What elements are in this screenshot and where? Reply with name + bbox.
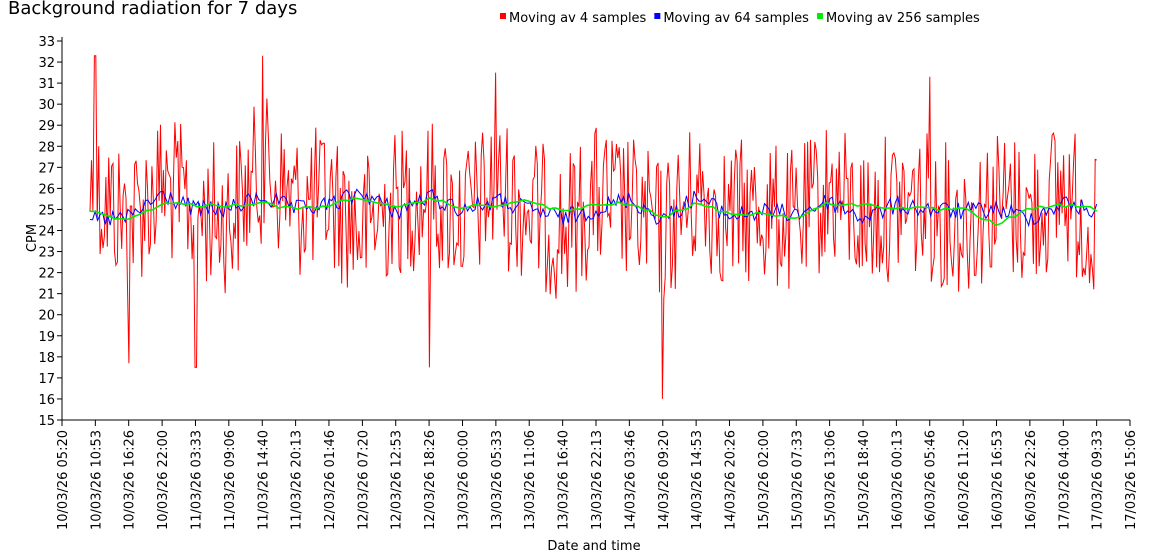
x-tick-label: 15/03/26 07:33 <box>790 430 805 530</box>
y-tick-label: 28 <box>38 140 55 155</box>
x-tick-label: 15/03/26 13:06 <box>824 430 839 530</box>
y-tick-label: 27 <box>38 161 55 176</box>
y-tick-label: 29 <box>38 119 55 134</box>
series-layer <box>89 55 1098 399</box>
series-line-1 <box>89 55 1097 399</box>
x-tick-label: 13/03/26 22:13 <box>590 430 605 530</box>
y-tick-label: 26 <box>38 182 55 197</box>
y-tick-label: 18 <box>38 351 55 366</box>
x-tick-label: 17/03/26 15:06 <box>1124 430 1139 530</box>
y-tick-label: 20 <box>38 309 55 324</box>
x-tick-label: 10/03/26 10:53 <box>89 430 104 530</box>
x-tick-label: 12/03/26 12:53 <box>390 430 405 530</box>
y-tick-label: 22 <box>38 267 55 282</box>
x-tick-label: 11/03/26 20:13 <box>290 430 305 530</box>
y-tick-label: 32 <box>38 56 55 71</box>
y-tick-label: 24 <box>38 225 55 240</box>
y-tick-label: 33 <box>38 35 55 50</box>
x-tick-label: 11/03/26 09:06 <box>223 430 238 530</box>
legend: Moving av 4 samples Moving av 64 samples M… <box>500 11 980 26</box>
x-tick-label: 16/03/26 11:20 <box>957 430 972 530</box>
series-line-3 <box>89 196 1098 227</box>
x-tick-label: 16/03/26 00:13 <box>890 430 905 530</box>
x-tick-label: 11/03/26 14:40 <box>256 430 271 530</box>
x-tick-label: 15/03/26 02:00 <box>757 430 772 530</box>
x-tick-label: 12/03/26 18:26 <box>423 430 438 530</box>
y-tick-label: 23 <box>38 246 55 261</box>
y-tick-label: 15 <box>38 414 55 429</box>
x-tick-label: 17/03/26 09:33 <box>1091 430 1106 530</box>
x-tick-label: 11/03/26 03:33 <box>189 430 204 530</box>
y-tick-label: 31 <box>38 77 55 92</box>
x-tick-label: 10/03/26 22:00 <box>156 430 171 530</box>
legend-label-1: Moving av 4 samples <box>509 11 647 26</box>
x-tick-label: 13/03/26 11:06 <box>523 430 538 530</box>
x-tick-label: 14/03/26 14:53 <box>690 430 705 530</box>
y-tick-label: 25 <box>38 203 55 218</box>
legend-swatch-3 <box>816 13 823 19</box>
legend-swatch-2 <box>654 13 661 19</box>
x-tick-label: 15/03/26 18:40 <box>857 430 872 530</box>
y-tick-label: 19 <box>38 330 55 345</box>
legend-swatch-1 <box>500 13 506 19</box>
y-tick-label: 17 <box>38 372 55 387</box>
x-tick-label: 16/03/26 05:46 <box>924 430 939 530</box>
x-tick-label: 12/03/26 01:46 <box>323 430 338 530</box>
x-tick-label: 13/03/26 05:33 <box>490 430 505 530</box>
x-tick-label: 12/03/26 07:20 <box>356 430 371 530</box>
axes: 15 16 17 18 19 20 21 22 23 24 25 26 27 28 29 30 31 32 33 10… <box>38 35 1139 530</box>
y-tick-label: 21 <box>38 288 55 303</box>
y-tick-label: 30 <box>38 98 55 113</box>
x-tick-label: 13/03/26 00:00 <box>457 430 472 530</box>
x-tick-label: 17/03/26 04:00 <box>1057 430 1072 530</box>
x-axis-label: Date and time <box>547 539 640 554</box>
x-tick-label: 16/03/26 16:53 <box>991 430 1006 530</box>
chart-title: Background radiation for 7 days <box>8 0 298 19</box>
x-tick-label: 14/03/26 20:26 <box>723 430 738 530</box>
x-tick-label: 16/03/26 22:26 <box>1024 430 1039 530</box>
x-tick-label: 14/03/26 03:46 <box>623 430 638 530</box>
x-tick-label: 10/03/26 05:20 <box>56 430 71 530</box>
legend-label-2: Moving av 64 samples <box>663 11 809 26</box>
y-tick-label: 16 <box>38 393 55 408</box>
x-tick-label: 13/03/26 16:40 <box>557 430 572 530</box>
y-axis-label: CPM <box>25 224 40 252</box>
legend-label-3: Moving av 256 samples <box>826 11 980 26</box>
x-tick-label: 10/03/26 16:26 <box>123 430 138 530</box>
x-tick-label: 14/03/26 09:20 <box>657 430 672 530</box>
